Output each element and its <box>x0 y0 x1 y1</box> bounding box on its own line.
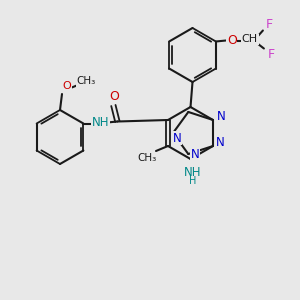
Text: N: N <box>217 110 225 124</box>
Text: F: F <box>265 18 272 31</box>
Text: N: N <box>216 136 224 149</box>
Text: NH: NH <box>184 166 201 178</box>
Text: CH₃: CH₃ <box>137 153 157 163</box>
Text: NH: NH <box>92 116 109 129</box>
Text: O: O <box>63 81 71 91</box>
Text: CH: CH <box>242 34 258 44</box>
Text: CH₃: CH₃ <box>76 76 96 86</box>
Text: O: O <box>110 90 119 103</box>
Text: H: H <box>189 176 196 186</box>
Text: N: N <box>191 148 200 160</box>
Text: N: N <box>172 131 182 145</box>
Text: F: F <box>267 48 274 61</box>
Text: O: O <box>227 34 237 47</box>
